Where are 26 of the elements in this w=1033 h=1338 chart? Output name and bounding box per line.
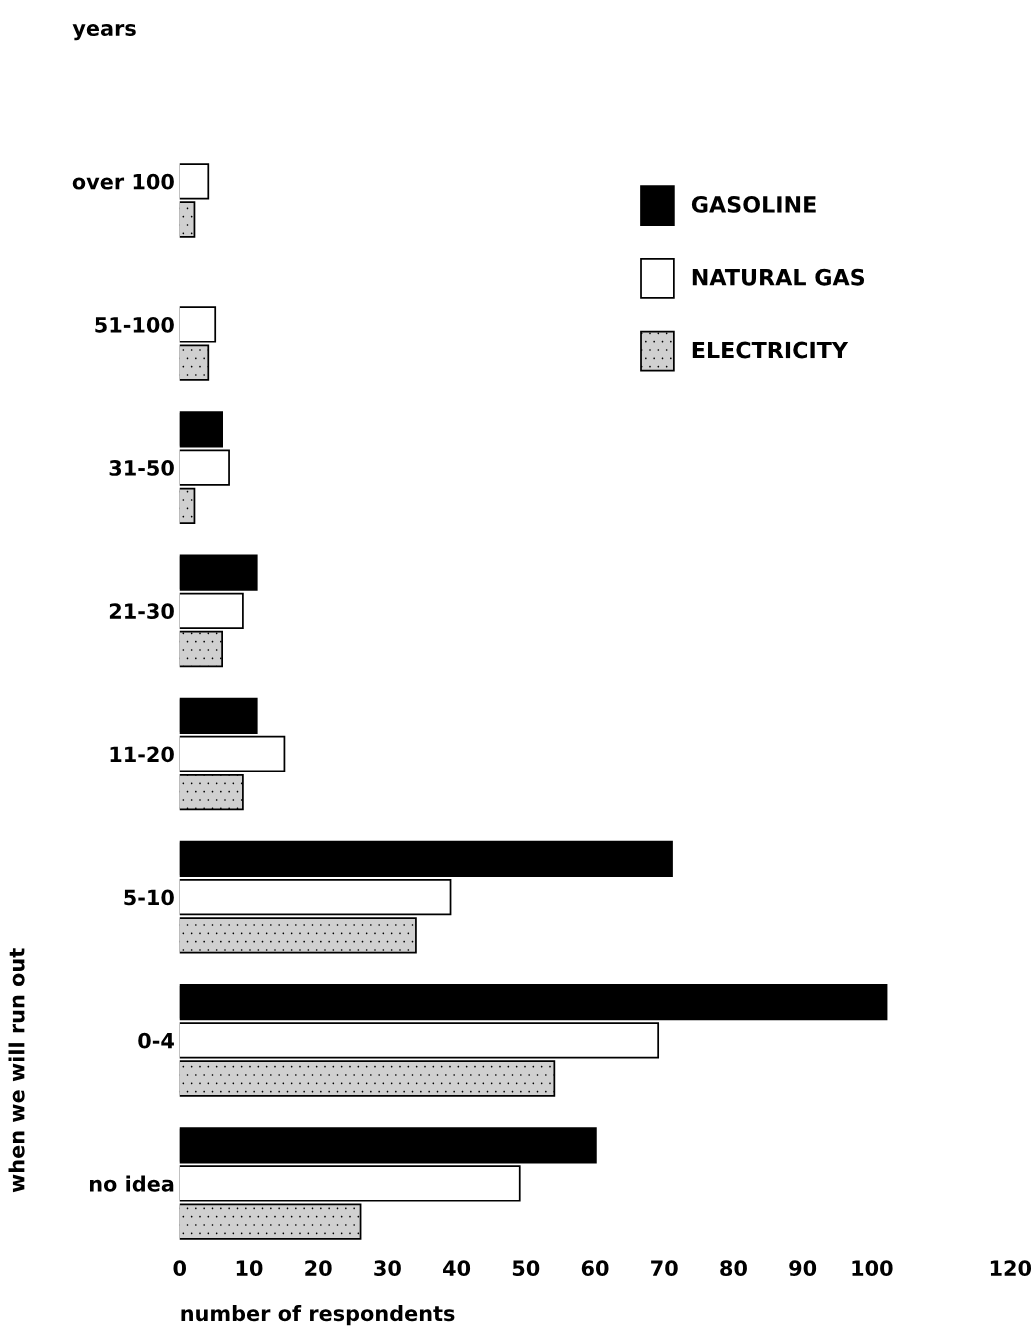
- x-tick-label: 20: [305, 1260, 332, 1277]
- legend-label: GASOLINE: [691, 196, 816, 213]
- y-tick-label: no idea: [89, 1175, 174, 1192]
- x-tick-label: 30: [374, 1260, 401, 1277]
- text: years: [72, 24, 136, 41]
- y-tick-label: 0-4: [138, 1032, 174, 1049]
- x-tick-label: 80: [720, 1260, 747, 1277]
- x-tick-label: 40: [443, 1260, 471, 1277]
- x-tick-label: 120: [990, 1260, 1032, 1277]
- y-tick-label: 31-50: [109, 460, 174, 476]
- y-tick-label: over 100: [72, 173, 174, 190]
- x-tick-label: 90: [789, 1260, 817, 1277]
- x-tick-label: 70: [651, 1260, 678, 1277]
- x-axis-title: number of respondents: [181, 1305, 455, 1326]
- x-tick-label: 10: [236, 1260, 263, 1277]
- x-tick-label: 50: [512, 1260, 540, 1277]
- x-tick-label: 100: [852, 1260, 893, 1277]
- x-tick-label: 60: [581, 1260, 609, 1277]
- y-tick-label: 51-100: [95, 316, 174, 333]
- y-tick-label: 21-30: [109, 603, 174, 620]
- legend-label: ELECTRICITY: [692, 341, 849, 359]
- y-axis-title: when we will run out: [8, 948, 25, 1193]
- y-tick-label: 11-20: [110, 746, 174, 763]
- y-tick-label: 5-10: [124, 889, 174, 906]
- x-tick-label: 0: [173, 1260, 186, 1277]
- legend-label: NATURAL GAS: [692, 268, 865, 286]
